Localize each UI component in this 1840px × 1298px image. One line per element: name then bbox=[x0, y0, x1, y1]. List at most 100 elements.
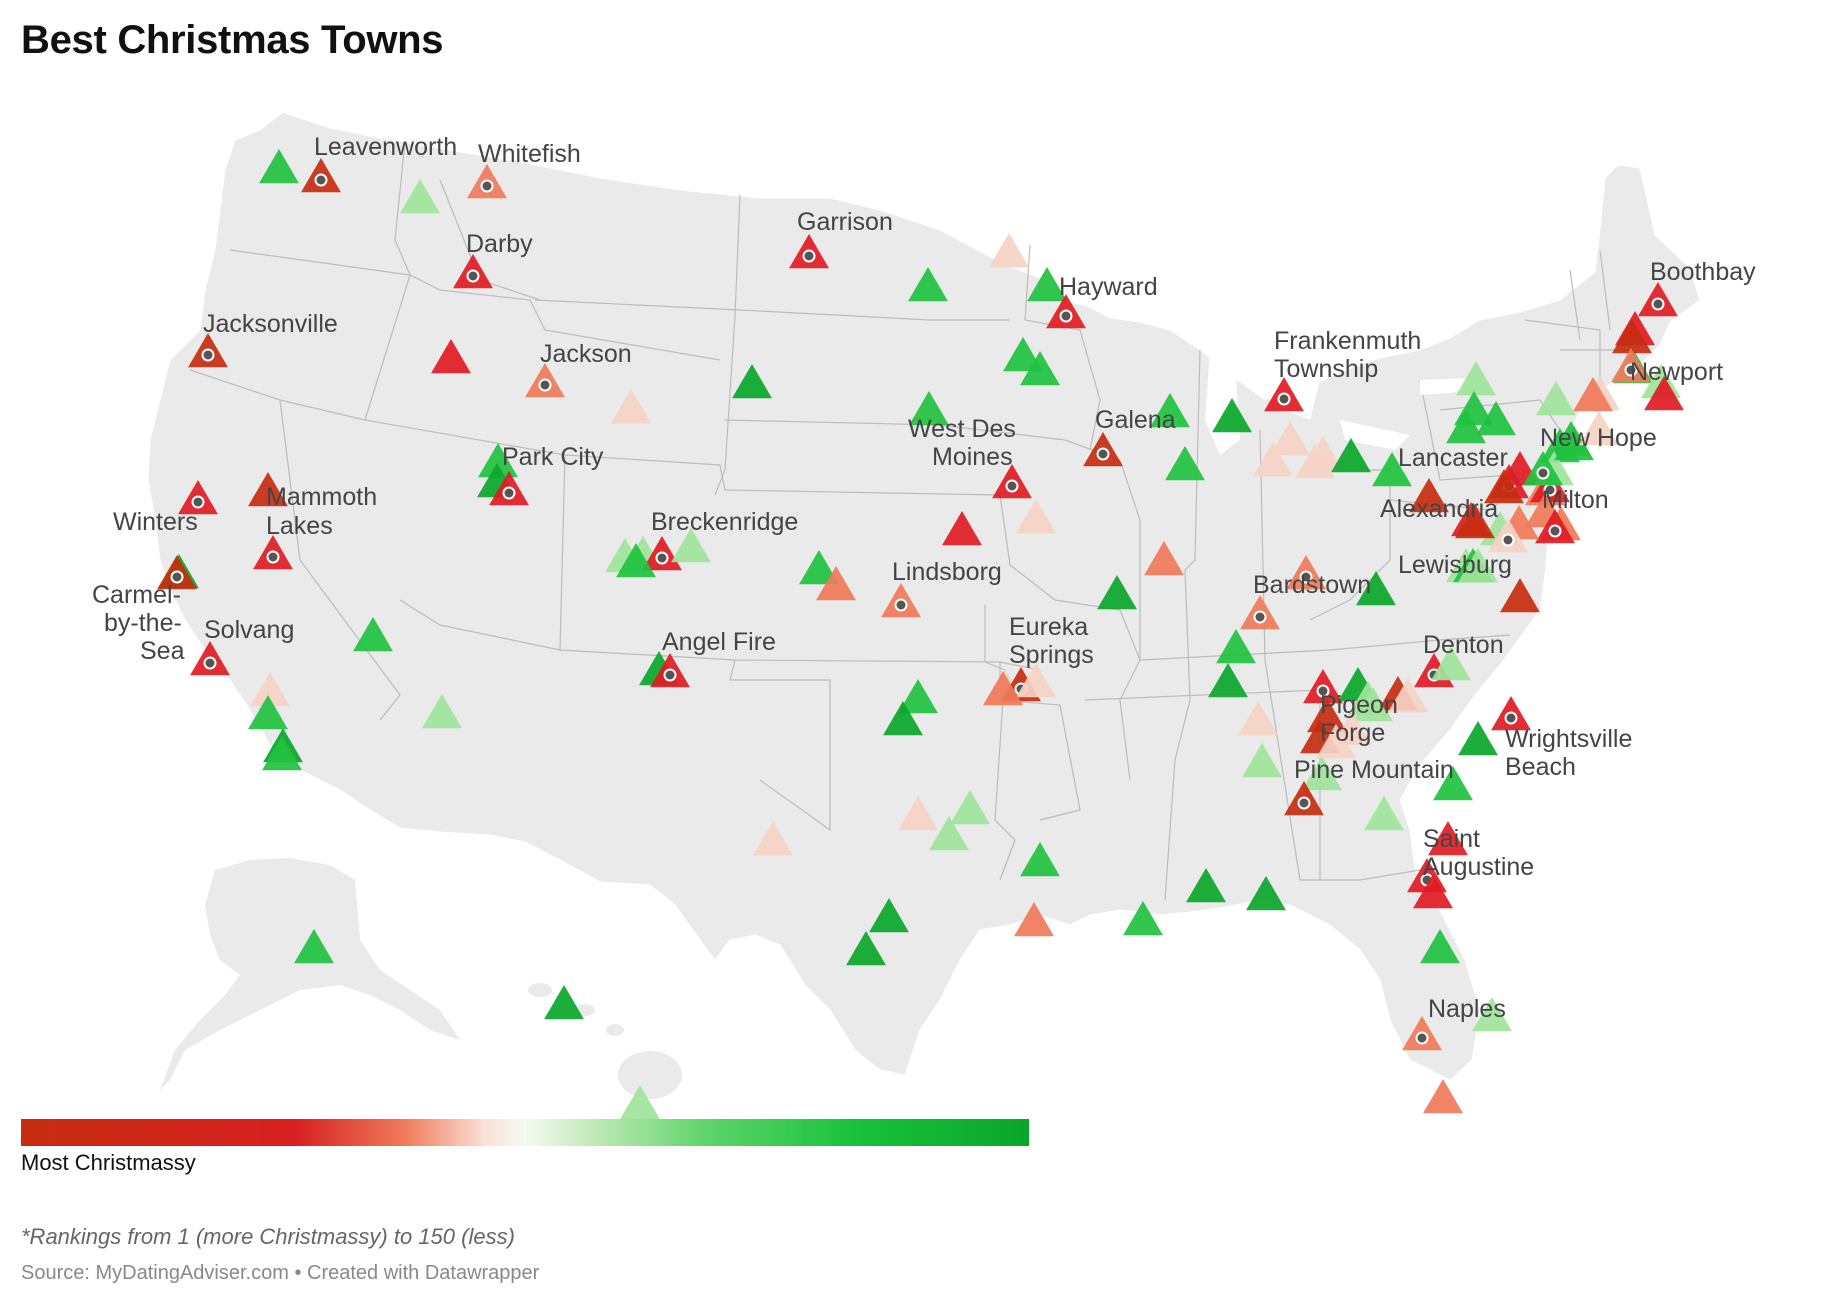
town-marker[interactable] bbox=[1208, 663, 1248, 698]
town-marker[interactable] bbox=[1423, 1079, 1463, 1114]
town-marker[interactable] bbox=[908, 267, 948, 302]
labeled-town-dot bbox=[1501, 533, 1515, 547]
town-marker[interactable] bbox=[1372, 452, 1412, 487]
town-marker[interactable] bbox=[983, 671, 1023, 706]
town-marker[interactable] bbox=[1253, 442, 1293, 477]
town-marker[interactable] bbox=[1431, 646, 1471, 681]
town-marker[interactable] bbox=[799, 550, 839, 585]
label-new-hope: New Hope bbox=[1540, 424, 1657, 452]
town-marker[interactable] bbox=[989, 233, 1029, 268]
us-landmass bbox=[147, 111, 1701, 1081]
town-marker[interactable] bbox=[1446, 409, 1486, 444]
town-marker[interactable] bbox=[1295, 444, 1335, 479]
town-marker[interactable] bbox=[753, 821, 793, 856]
town-marker[interactable] bbox=[1413, 874, 1453, 909]
town-marker[interactable] bbox=[1612, 319, 1652, 354]
town-marker[interactable] bbox=[611, 389, 651, 424]
hawaii bbox=[528, 983, 682, 1099]
labeled-town-dot bbox=[1277, 392, 1291, 406]
town-marker[interactable] bbox=[1458, 548, 1498, 583]
town-marker[interactable] bbox=[1307, 698, 1347, 733]
label-pigeon-forge: Pigeon Forge bbox=[1320, 691, 1398, 747]
town-marker[interactable] bbox=[620, 1085, 660, 1120]
town-marker[interactable] bbox=[1476, 401, 1516, 436]
labeled-town-dot bbox=[480, 179, 494, 193]
town-marker[interactable] bbox=[1456, 361, 1496, 396]
town-marker[interactable] bbox=[1409, 478, 1449, 513]
town-marker[interactable] bbox=[1472, 997, 1512, 1032]
town-marker[interactable] bbox=[248, 695, 288, 730]
town-marker[interactable] bbox=[846, 931, 886, 966]
labeled-town-dot bbox=[802, 249, 816, 263]
town-marker[interactable] bbox=[248, 472, 288, 507]
town-marker[interactable] bbox=[671, 528, 711, 563]
town-marker[interactable] bbox=[1316, 724, 1356, 759]
town-marker[interactable] bbox=[732, 364, 772, 399]
town-marker[interactable] bbox=[1455, 504, 1495, 539]
town-marker[interactable] bbox=[431, 339, 471, 374]
labeled-town-dot bbox=[502, 486, 516, 500]
town-marker[interactable] bbox=[1016, 663, 1056, 698]
town-marker[interactable] bbox=[1270, 421, 1310, 456]
town-marker[interactable] bbox=[1246, 876, 1286, 911]
town-marker[interactable] bbox=[1144, 541, 1184, 576]
town-marker[interactable] bbox=[259, 149, 299, 184]
town-marker[interactable] bbox=[262, 736, 302, 771]
town-marker[interactable] bbox=[1458, 721, 1498, 756]
town-marker[interactable] bbox=[1348, 681, 1388, 716]
town-marker[interactable] bbox=[1027, 267, 1067, 302]
town-marker[interactable] bbox=[1020, 351, 1060, 386]
town-marker[interactable] bbox=[950, 790, 990, 825]
town-marker[interactable] bbox=[898, 679, 938, 714]
label-whitefish: Whitefish bbox=[478, 140, 581, 168]
town-marker[interactable] bbox=[1186, 868, 1226, 903]
town-markers bbox=[157, 149, 1684, 1120]
town-marker[interactable] bbox=[1364, 796, 1404, 831]
town-marker[interactable] bbox=[1388, 678, 1428, 713]
town-marker[interactable] bbox=[1014, 902, 1054, 937]
town-marker[interactable] bbox=[1579, 411, 1619, 446]
town-marker[interactable] bbox=[1420, 929, 1460, 964]
town-marker[interactable] bbox=[1428, 821, 1468, 856]
town-marker[interactable] bbox=[869, 898, 909, 933]
town-marker[interactable] bbox=[1123, 901, 1163, 936]
town-marker[interactable] bbox=[400, 179, 440, 214]
town-marker[interactable] bbox=[1500, 578, 1540, 613]
town-marker[interactable] bbox=[1433, 766, 1473, 801]
label-leavenworth: Leavenworth bbox=[314, 133, 457, 161]
town-marker[interactable] bbox=[294, 929, 334, 964]
town-marker[interactable] bbox=[544, 985, 584, 1020]
labeled-town-dot bbox=[201, 348, 215, 362]
town-marker[interactable] bbox=[1216, 629, 1256, 664]
town-marker[interactable] bbox=[909, 391, 949, 426]
label-wrightsville-beach: Wrightsville Beach bbox=[1505, 725, 1632, 781]
town-marker[interactable] bbox=[1165, 446, 1205, 481]
town-marker[interactable] bbox=[250, 672, 290, 707]
town-marker[interactable] bbox=[478, 443, 518, 478]
town-marker[interactable] bbox=[1212, 398, 1252, 433]
town-marker[interactable] bbox=[1331, 438, 1371, 473]
town-marker[interactable] bbox=[616, 543, 656, 578]
labeled-town-dot bbox=[538, 378, 552, 392]
town-marker[interactable] bbox=[1150, 393, 1190, 428]
town-marker[interactable] bbox=[898, 796, 938, 831]
town-marker[interactable] bbox=[1536, 381, 1576, 416]
town-marker[interactable] bbox=[1020, 842, 1060, 877]
town-marker[interactable] bbox=[942, 511, 982, 546]
town-marker[interactable] bbox=[422, 694, 462, 729]
town-marker[interactable] bbox=[816, 566, 856, 601]
town-marker[interactable] bbox=[1003, 337, 1043, 372]
town-marker[interactable] bbox=[1644, 376, 1684, 411]
town-marker[interactable] bbox=[929, 816, 969, 851]
town-marker[interactable] bbox=[1573, 377, 1613, 412]
town-marker[interactable] bbox=[1356, 571, 1396, 606]
town-marker[interactable] bbox=[1238, 701, 1278, 736]
town-marker[interactable] bbox=[1242, 743, 1282, 778]
town-marker[interactable] bbox=[1016, 499, 1056, 534]
town-marker[interactable] bbox=[1484, 469, 1524, 504]
town-marker[interactable] bbox=[883, 701, 923, 736]
town-marker[interactable] bbox=[1097, 575, 1137, 610]
town-marker[interactable] bbox=[1302, 756, 1342, 791]
town-marker[interactable] bbox=[1554, 426, 1594, 461]
town-marker[interactable] bbox=[353, 617, 393, 652]
